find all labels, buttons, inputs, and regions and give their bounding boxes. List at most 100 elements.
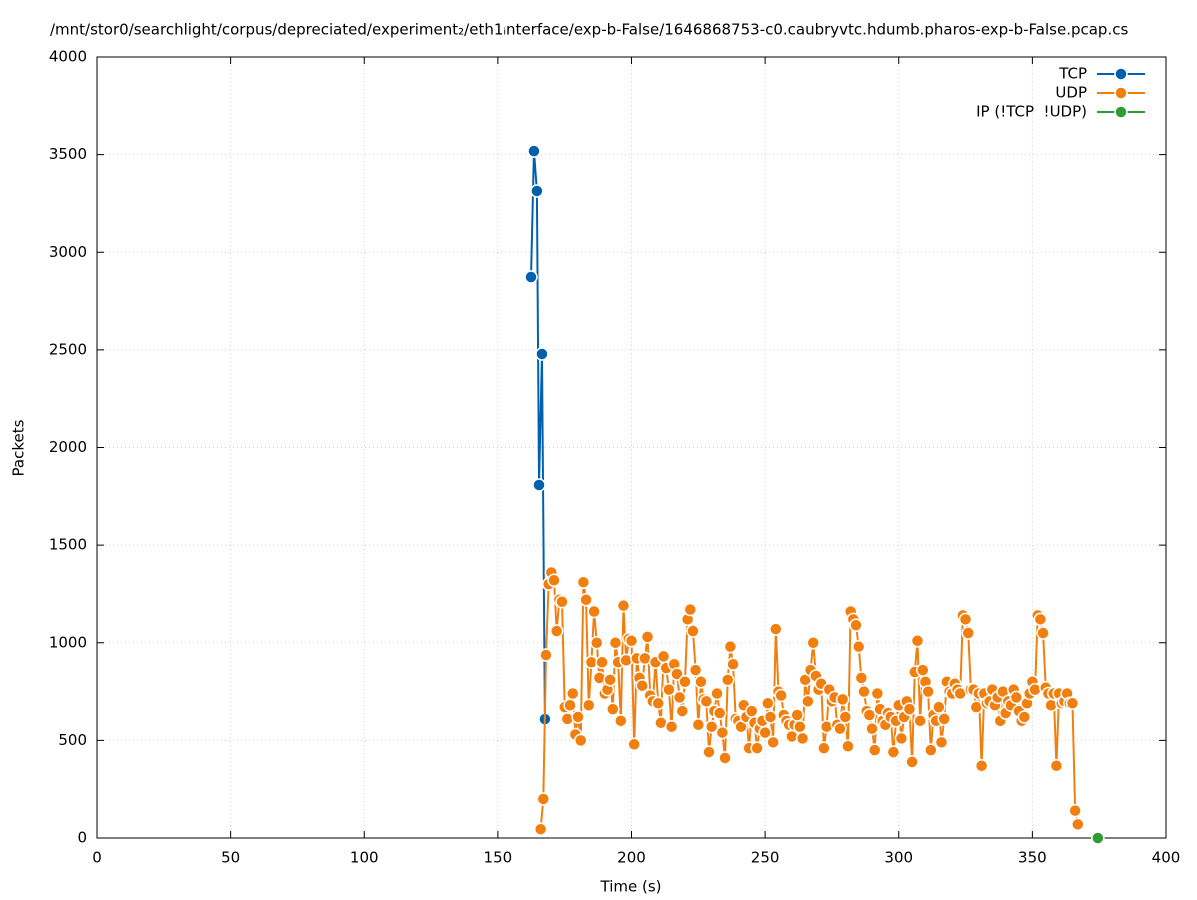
data-point	[619, 653, 633, 668]
data-point	[902, 702, 917, 716]
data-point	[1065, 696, 1080, 711]
data-point	[723, 639, 738, 654]
x-tick-label: 350	[1018, 849, 1047, 867]
data-point	[910, 634, 925, 648]
data-point	[763, 710, 778, 724]
data-point	[894, 731, 909, 746]
data-point	[539, 648, 553, 662]
data-point	[1091, 831, 1105, 845]
data-point	[624, 634, 639, 648]
data-point	[530, 184, 544, 198]
data-point	[640, 630, 655, 644]
data-point	[934, 735, 949, 750]
data-point	[924, 743, 938, 757]
data-point	[704, 719, 719, 734]
x-tick-label: 0	[92, 849, 102, 867]
data-point	[1068, 803, 1082, 818]
data-point	[1017, 710, 1032, 724]
data-point	[745, 704, 759, 718]
data-point	[862, 708, 877, 722]
legend-marker	[1114, 86, 1128, 100]
data-point	[851, 639, 866, 654]
data-point	[656, 649, 671, 664]
data-point	[664, 719, 679, 734]
data-point	[867, 743, 882, 757]
x-tick-label: 400	[1152, 849, 1181, 867]
data-point	[795, 731, 810, 746]
data-point	[606, 702, 620, 716]
data-point	[835, 692, 850, 707]
data-point	[857, 684, 871, 699]
y-tick-label: 500	[58, 731, 87, 749]
data-point	[974, 759, 989, 773]
data-point	[720, 673, 735, 687]
data-point	[937, 712, 951, 726]
data-point	[571, 710, 585, 724]
plot-border	[96, 56, 1167, 839]
x-tick-label: 50	[221, 849, 240, 867]
x-tick-label: 300	[884, 849, 913, 867]
data-point	[592, 671, 607, 685]
data-point	[635, 678, 649, 693]
data-point	[672, 690, 687, 705]
data-point	[916, 663, 930, 677]
data-point	[793, 719, 807, 734]
y-tick-label: 3500	[49, 145, 87, 163]
y-tick-label: 2000	[49, 438, 87, 456]
data-point	[651, 696, 665, 711]
y-tick-label: 0	[77, 829, 87, 847]
data-point	[769, 622, 783, 636]
data-point	[535, 347, 549, 361]
data-point	[603, 673, 617, 687]
y-tick-label: 1000	[49, 633, 87, 651]
data-point	[565, 686, 580, 701]
data-point	[718, 751, 732, 765]
y-tick-label: 4000	[49, 48, 87, 66]
data-point	[662, 682, 676, 697]
data-point	[961, 626, 975, 640]
data-point	[581, 698, 596, 712]
data-point	[699, 694, 714, 709]
data-point	[576, 575, 591, 589]
data-point	[563, 698, 577, 712]
data-point	[1028, 682, 1042, 697]
data-point	[627, 737, 641, 752]
data-point	[854, 671, 869, 685]
data-point	[683, 602, 698, 617]
data-point	[616, 598, 631, 613]
data-point	[886, 745, 901, 759]
x-tick-label: 250	[751, 849, 780, 867]
data-point	[547, 573, 561, 588]
data-point	[833, 721, 847, 736]
data-point	[686, 624, 700, 638]
data-point	[694, 675, 708, 689]
data-point	[761, 696, 775, 711]
data-point	[678, 675, 692, 689]
data-point	[774, 688, 788, 703]
y-tick-label: 2500	[49, 340, 87, 358]
data-point	[790, 708, 804, 722]
data-point	[870, 686, 885, 701]
data-point	[688, 663, 703, 677]
legend-label: TCP	[1058, 65, 1087, 83]
data-point	[549, 624, 564, 638]
data-point	[524, 270, 538, 284]
data-point	[573, 733, 588, 748]
data-point	[849, 618, 863, 632]
data-point	[555, 594, 569, 609]
data-point	[608, 636, 623, 650]
data-point	[715, 725, 730, 740]
chart-title: /mnt/stor0/searchlight/corpus/depreciate…	[50, 21, 1128, 39]
data-point	[932, 700, 946, 714]
series-line	[530, 151, 546, 720]
data-point	[527, 144, 541, 158]
data-point	[921, 684, 935, 699]
data-point	[801, 694, 815, 709]
data-point	[817, 741, 831, 755]
x-tick-label: 150	[484, 849, 513, 867]
data-point	[712, 706, 727, 720]
data-point	[579, 593, 593, 607]
data-point	[702, 745, 716, 759]
x-tick-label: 100	[350, 849, 379, 867]
